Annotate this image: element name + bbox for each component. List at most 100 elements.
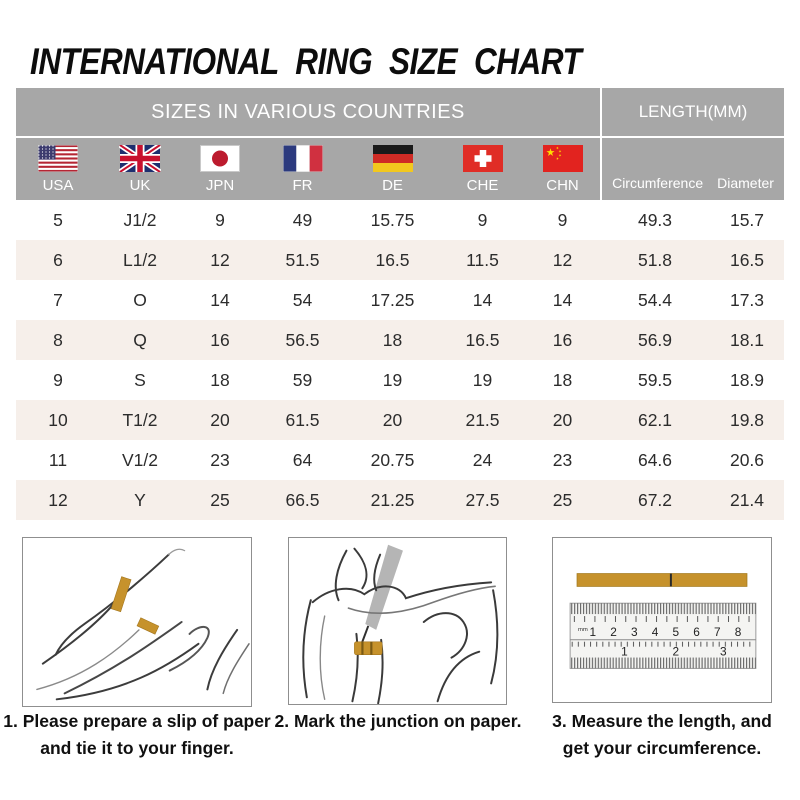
- step3-illustration-box: mm 1 2 3 4 5 6 7 8 1 2 3: [552, 537, 772, 703]
- table-cell: 5: [53, 209, 63, 230]
- table-row: 5 J1/2 9 49 15.75 9 9 49.3 15.7: [16, 200, 784, 240]
- table-cell: 24: [472, 449, 493, 470]
- table-cell: 14: [472, 289, 493, 310]
- table-cell: 21.5: [465, 409, 500, 430]
- table-cell: 16.5: [729, 249, 765, 270]
- table-cell: 18.9: [729, 369, 765, 390]
- table-cell: 15.75: [370, 209, 415, 230]
- column-header-jpn: JPN: [180, 138, 260, 200]
- row-divider: [16, 136, 784, 138]
- column-label-diameter: Diameter: [717, 175, 774, 191]
- junction-mark: [669, 573, 672, 587]
- table-cell: 20: [210, 409, 230, 430]
- table-cell: 21.25: [370, 489, 415, 510]
- table-cell: 67.2: [637, 489, 673, 510]
- table-cell: 62.1: [637, 409, 673, 430]
- table-cell: L1/2: [122, 249, 158, 270]
- table-cell: 16.5: [375, 249, 410, 270]
- usa-flag-icon: [38, 145, 78, 172]
- instruction-step-2: 2. Mark the junction on paper.: [262, 708, 534, 735]
- column-label: FR: [292, 177, 313, 194]
- column-divider: [600, 88, 602, 136]
- table-cell: 12: [48, 489, 68, 510]
- table-cell: 18.1: [729, 329, 765, 350]
- table-row: 7 O 14 54 17.25 14 14 54.4 17.3: [16, 280, 784, 320]
- table-cell: 12: [210, 249, 230, 270]
- ruler-unit-label: mm: [578, 627, 588, 633]
- table-cell: 64.6: [637, 449, 673, 470]
- table-cell: 9: [53, 369, 63, 390]
- instruction-line: 3. Measure the length, and: [552, 711, 772, 731]
- svg-text:6: 6: [693, 625, 700, 639]
- step1-illustration-box: [22, 537, 252, 707]
- column-label: DE: [382, 177, 403, 194]
- table-row: 8 Q 16 56.5 18 16.5 16 56.9 18.1: [16, 320, 784, 360]
- table-cell: 54: [292, 289, 313, 310]
- table-cell: 12: [552, 249, 573, 270]
- svg-text:3: 3: [720, 645, 727, 659]
- table-cell: 23: [210, 449, 230, 470]
- table-cell: 9: [215, 209, 225, 230]
- table-cell: 9: [477, 209, 488, 230]
- ruler: mm 1 2 3 4 5 6 7 8 1 2 3: [569, 602, 757, 669]
- table-cell: 16: [552, 329, 573, 350]
- table-cell: 49: [292, 209, 313, 230]
- table-cell: 59.5: [637, 369, 673, 390]
- table-cell: 64: [292, 449, 313, 470]
- table-cell: 7: [53, 289, 63, 310]
- table-cell: V1/2: [122, 449, 158, 470]
- table-row: 11 V1/2 23 64 20.75 24 23 64.6 20.6: [16, 440, 784, 480]
- table-cell: 21.4: [729, 489, 765, 510]
- table-cell: 11: [48, 449, 68, 470]
- table-cell: 16: [210, 329, 230, 350]
- svg-text:7: 7: [714, 625, 721, 639]
- table-cell: 56.5: [285, 329, 320, 350]
- table-cell: 18: [210, 369, 230, 390]
- svg-text:2: 2: [610, 625, 617, 639]
- germany-flag-icon: [372, 145, 413, 172]
- svg-text:1: 1: [590, 625, 597, 639]
- table-cell: 25: [552, 489, 573, 510]
- length-subheaders: Circumference Diameter: [602, 138, 784, 200]
- ring-size-table: SIZES IN VARIOUS COUNTRIES LENGTH(MM): [16, 88, 784, 520]
- marking-junction-illustration: [302, 544, 499, 704]
- hand-with-paper-slip-illustration: [36, 548, 250, 701]
- column-header-usa: USA: [16, 138, 100, 200]
- column-header-de: DE: [345, 138, 440, 200]
- table-cell: Q: [133, 329, 147, 350]
- table-cell: 6: [53, 249, 63, 270]
- table-cell: 51.5: [285, 249, 320, 270]
- table-cell: 51.8: [637, 249, 673, 270]
- table-cell: 19.8: [729, 409, 765, 430]
- table-cell: 14: [210, 289, 230, 310]
- table-cell: 19: [472, 369, 493, 390]
- ruler-inch-numbers: 1 2 3: [621, 645, 727, 659]
- svg-text:3: 3: [631, 625, 638, 639]
- svg-text:2: 2: [673, 645, 680, 659]
- svg-text:4: 4: [652, 625, 659, 639]
- table-cell: T1/2: [122, 409, 158, 430]
- table-cell: 20: [552, 409, 573, 430]
- table-cell: 66.5: [285, 489, 320, 510]
- column-divider: [600, 138, 602, 200]
- instruction-line: and tie it to your finger.: [40, 738, 234, 758]
- ruler-cm-numbers: 1 2 3 4 5 6 7 8: [590, 625, 742, 639]
- table-cell: S: [134, 369, 146, 390]
- ruler-illustration: mm 1 2 3 4 5 6 7 8 1 2 3: [569, 573, 757, 669]
- uk-flag-icon: [119, 145, 161, 172]
- column-header-uk: UK: [100, 138, 180, 200]
- table-cell: 9: [557, 209, 568, 230]
- column-header-chn: CHN: [525, 138, 600, 200]
- table-cell: 27.5: [465, 489, 500, 510]
- table-cell: 20: [382, 409, 403, 430]
- table-cell: 54.4: [637, 289, 673, 310]
- table-cell: 17.25: [370, 289, 415, 310]
- svg-text:5: 5: [673, 625, 680, 639]
- table-cell: 14: [552, 289, 573, 310]
- table-cell: 17.3: [729, 289, 765, 310]
- table-cell: 20.75: [370, 449, 415, 470]
- china-flag-icon: [542, 145, 583, 172]
- table-row: 9 S 18 59 19 19 18 59.5 18.9: [16, 360, 784, 400]
- instruction-line: get your circumference.: [562, 738, 762, 758]
- table-cell: 10: [48, 409, 68, 430]
